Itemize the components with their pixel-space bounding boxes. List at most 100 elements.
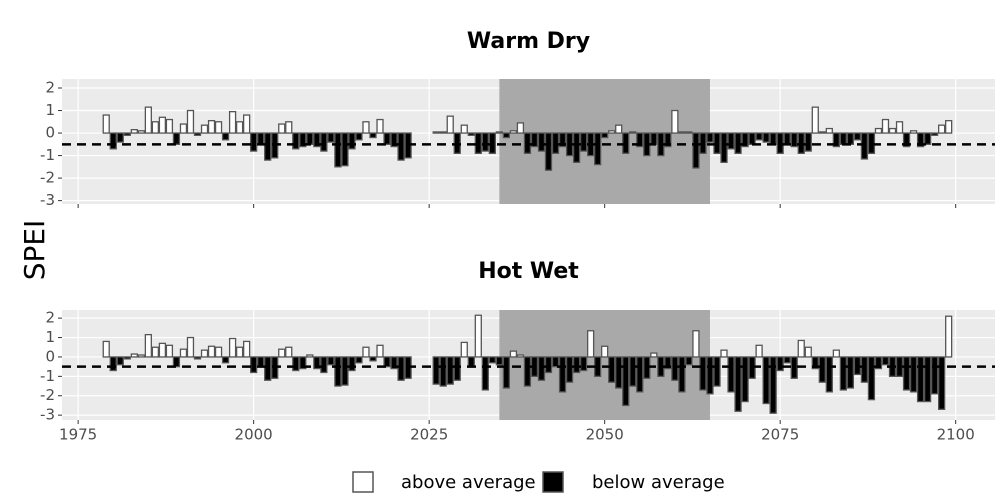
y-tick-label: -3 bbox=[40, 406, 55, 424]
bar bbox=[292, 132, 300, 150]
bar bbox=[257, 356, 265, 368]
bar bbox=[432, 131, 440, 134]
panel-title: Hot Wet bbox=[478, 259, 579, 284]
bar bbox=[544, 132, 553, 171]
bar bbox=[769, 356, 777, 414]
bar bbox=[250, 132, 258, 152]
bar bbox=[376, 118, 384, 134]
bar bbox=[572, 132, 581, 163]
bar bbox=[243, 340, 251, 358]
bar bbox=[902, 356, 911, 391]
bar bbox=[608, 356, 616, 383]
bar bbox=[200, 124, 209, 134]
bar bbox=[874, 127, 883, 134]
bar bbox=[720, 132, 728, 163]
bar bbox=[334, 132, 342, 168]
bar bbox=[390, 132, 398, 148]
bar bbox=[278, 123, 286, 134]
bar bbox=[200, 349, 209, 358]
y-tick-label: 2 bbox=[45, 79, 55, 97]
bar bbox=[895, 121, 904, 134]
bar bbox=[727, 356, 735, 393]
bar bbox=[292, 356, 300, 372]
bar bbox=[671, 356, 679, 381]
bar bbox=[130, 129, 138, 134]
bar bbox=[116, 132, 124, 143]
bar bbox=[369, 132, 377, 139]
bar bbox=[320, 356, 328, 374]
bar bbox=[228, 111, 237, 134]
bar bbox=[608, 130, 616, 134]
bar bbox=[243, 114, 251, 134]
bar bbox=[579, 356, 588, 372]
bar bbox=[530, 132, 539, 148]
bar bbox=[762, 132, 770, 143]
bar bbox=[137, 354, 145, 358]
bar bbox=[495, 356, 503, 366]
bar bbox=[706, 356, 714, 395]
bar bbox=[678, 356, 686, 393]
bar bbox=[945, 120, 953, 134]
bar bbox=[888, 127, 897, 134]
bar bbox=[930, 356, 939, 395]
bar bbox=[460, 341, 468, 358]
bar bbox=[601, 345, 609, 358]
bar bbox=[306, 132, 314, 145]
bar bbox=[586, 330, 595, 358]
bar bbox=[502, 356, 511, 389]
bar bbox=[860, 132, 869, 160]
bar bbox=[460, 124, 468, 134]
bar bbox=[537, 356, 546, 381]
y-tick-label: -1 bbox=[40, 146, 55, 164]
bar bbox=[804, 132, 812, 152]
bar bbox=[565, 356, 574, 383]
bar bbox=[446, 356, 454, 385]
bar bbox=[355, 132, 363, 141]
bar bbox=[474, 314, 482, 358]
bar bbox=[755, 344, 763, 358]
bar bbox=[692, 330, 700, 358]
bar bbox=[221, 132, 230, 141]
bar bbox=[790, 356, 798, 379]
bar bbox=[264, 356, 272, 381]
bar bbox=[362, 346, 370, 358]
bar bbox=[432, 356, 440, 385]
bar bbox=[130, 353, 138, 358]
bar bbox=[179, 123, 188, 134]
bar bbox=[615, 124, 623, 134]
legend-swatch bbox=[352, 471, 374, 493]
bar bbox=[811, 106, 819, 134]
bar bbox=[214, 121, 223, 134]
bar bbox=[250, 356, 258, 374]
bar bbox=[713, 356, 721, 387]
bar bbox=[207, 120, 216, 134]
bar bbox=[804, 346, 812, 358]
bar bbox=[439, 131, 447, 134]
bar bbox=[313, 356, 321, 370]
bar bbox=[923, 356, 932, 403]
bar bbox=[362, 121, 370, 134]
bar bbox=[938, 124, 946, 134]
bar bbox=[734, 356, 742, 412]
bar bbox=[151, 346, 160, 358]
bar bbox=[172, 356, 181, 368]
x-tick-label: 2050 bbox=[586, 426, 624, 444]
bar bbox=[818, 356, 826, 383]
bar bbox=[579, 132, 588, 152]
bar bbox=[193, 132, 202, 136]
bar bbox=[860, 356, 869, 383]
bar bbox=[923, 132, 932, 145]
bar bbox=[123, 132, 131, 136]
bar bbox=[874, 356, 883, 370]
bar bbox=[327, 132, 335, 143]
bar bbox=[664, 132, 672, 148]
y-tick-label: 0 bbox=[45, 124, 55, 142]
bar bbox=[551, 356, 560, 368]
bar bbox=[207, 345, 216, 358]
bar bbox=[797, 339, 805, 358]
bar bbox=[601, 132, 609, 139]
bar bbox=[839, 132, 847, 145]
bar bbox=[902, 132, 911, 148]
bar bbox=[916, 356, 925, 403]
